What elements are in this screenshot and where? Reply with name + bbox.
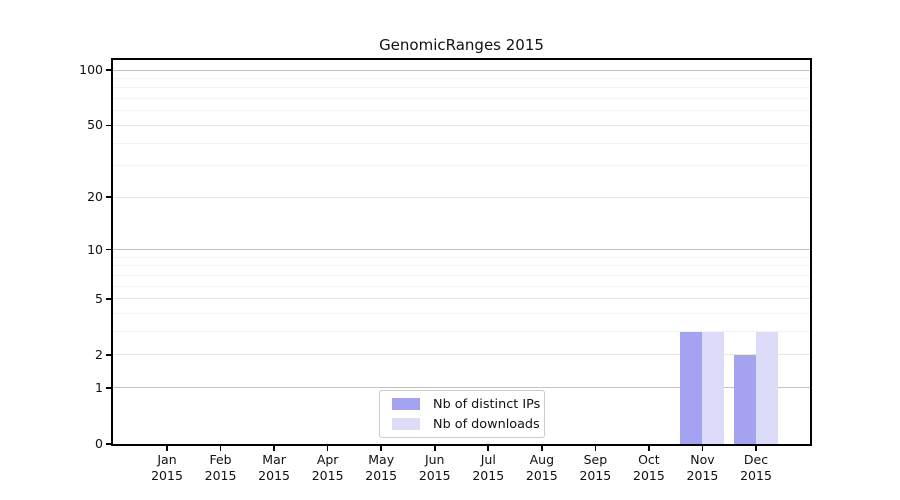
y-tick-label-20: 20 [87,189,103,205]
x-tick-label-mar: Mar 2015 [258,452,290,483]
legend-label-distinct-ips: Nb of distinct IPs [433,396,541,412]
y-tick-label-100: 100 [79,62,103,77]
x-tick-label-jun: Jun 2015 [418,452,451,483]
y-tick-mark-2 [106,354,113,356]
bar-dec-downloads [756,331,778,444]
gridline-10 [113,249,810,251]
x-tick-label-may: May 2015 [365,452,398,483]
gridline-8 [113,265,810,267]
y-tick-label-5: 5 [95,290,103,306]
bar-nov-downloads [702,331,725,444]
gridline-30 [113,165,810,167]
x-tick-label-sep: Sep 2015 [579,452,612,483]
gridline-3 [113,331,810,333]
legend-item-distinct-ips: Nb of distinct IPs [388,397,540,412]
gridline-60 [113,110,810,112]
x-tick-mark-nov [701,444,704,451]
x-tick-mark-oct [648,444,650,451]
x-tick-mark-feb [219,444,222,451]
y-tick-mark-100 [106,69,113,71]
x-tick-mark-mar [273,444,275,451]
x-tick-label-jan: Jan 2015 [151,452,183,483]
bar-dec-distinct-ips [734,354,756,444]
legend-label-downloads: Nb of downloads [433,416,540,432]
y-tick-mark-1 [106,387,113,389]
x-tick-label-dec: Dec 2015 [740,452,772,483]
legend-item-downloads: Nb of downloads [388,417,540,432]
x-tick-label-jul: Jul 2015 [472,452,505,483]
y-tick-label-10: 10 [87,241,103,257]
legend-swatch-downloads [392,418,420,430]
gridline-5 [113,298,810,300]
bar-nov-distinct-ips [680,331,703,444]
gridline-6 [113,285,810,287]
legend: Nb of distinct IPs Nb of downloads [379,390,545,438]
x-tick-label-apr: Apr 2015 [311,452,344,483]
gridline-1 [113,387,810,389]
y-tick-mark-10 [106,248,113,251]
gridline-100 [113,69,810,71]
plot-area [113,60,810,444]
y-tick-mark-0 [106,443,113,445]
gridline-50 [113,124,810,126]
x-tick-mark-apr [326,444,329,451]
x-tick-mark-sep [594,444,597,451]
y-tick-label-0: 0 [95,436,103,451]
legend-swatch-distinct-ips [392,398,420,410]
y-tick-label-2: 2 [95,346,103,362]
x-tick-mark-aug [541,444,543,451]
gridline-9 [113,256,810,258]
y-tick-mark-20 [106,196,113,199]
y-tick-mark-5 [106,297,113,300]
x-tick-mark-dec [755,444,757,451]
gridline-4 [113,313,810,315]
gridline-2 [113,354,810,356]
gridline-90 [113,77,810,79]
x-tick-mark-jul [487,444,490,451]
y-tick-label-1: 1 [95,379,103,395]
x-tick-mark-may [380,444,382,451]
y-tick-label-50: 50 [87,117,103,133]
gridline-7 [113,274,810,276]
gridline-40 [113,142,810,144]
chart-title: GenomicRanges 2015 [379,36,544,54]
x-tick-label-oct: Oct 2015 [633,452,665,483]
gridline-80 [113,87,810,89]
x-tick-mark-jun [433,444,436,451]
gridline-70 [113,98,810,100]
x-tick-label-aug: Aug 2015 [525,452,558,483]
x-tick-mark-jan [166,444,168,451]
gridline-20 [113,196,810,198]
y-tick-mark-50 [106,124,113,127]
x-tick-label-feb: Feb 2015 [204,452,237,483]
x-tick-label-nov: Nov 2015 [686,452,719,483]
